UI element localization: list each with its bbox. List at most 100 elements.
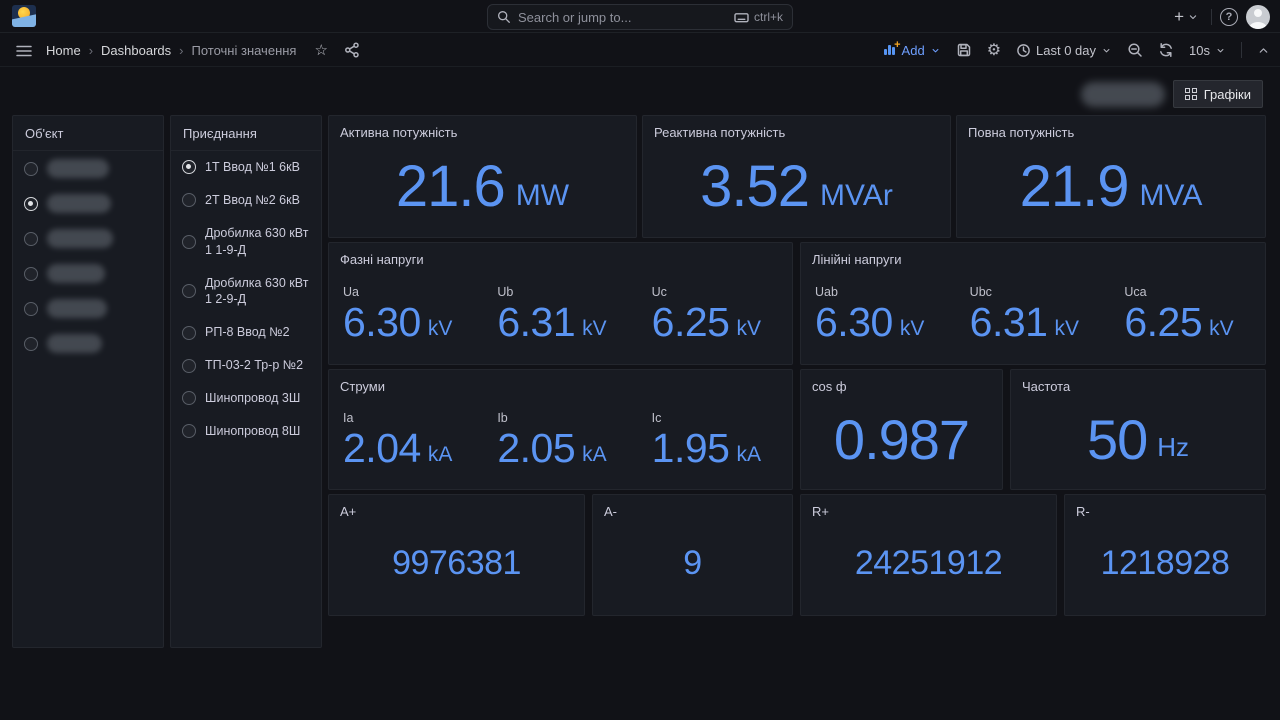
stat-body: 3.52 MVAr xyxy=(643,142,950,231)
breadcrumb-home[interactable]: Home xyxy=(46,43,81,58)
cos-phi-panel: cos ф 0.987 xyxy=(800,369,1003,490)
stat-column: Uca 6.25kV xyxy=(1110,273,1265,358)
add-visualization-icon xyxy=(884,45,897,55)
stat-body: Ua 6.30kV Ub 6.31kV Uc 6.25kV xyxy=(329,273,792,358)
connection-option[interactable]: Шинопровод 8Ш xyxy=(171,415,321,448)
redacted-button[interactable] xyxy=(1081,82,1165,107)
keyboard-icon xyxy=(734,11,749,24)
search-input[interactable] xyxy=(518,10,727,25)
stat-unit: kA xyxy=(736,443,761,467)
stat-body: Ia 2.04kA Ib 2.05kA Ic 1.95kA xyxy=(329,400,792,483)
charts-view-button[interactable]: Графіки xyxy=(1173,80,1263,108)
panel-title: Фазні напруги xyxy=(329,243,792,271)
divider xyxy=(1241,42,1242,58)
zoom-out-time-button[interactable] xyxy=(1127,42,1143,58)
stat-unit: kV xyxy=(900,317,925,341)
connection-option[interactable]: 2Т Ввод №2 6кВ xyxy=(171,184,321,217)
stat-column: Ua 6.30kV xyxy=(329,273,483,358)
connection-option[interactable]: Дробилка 630 кВт 1 2-9-Д xyxy=(171,267,321,317)
object-option-redacted[interactable] xyxy=(13,326,163,361)
charts-button-label: Графіки xyxy=(1204,87,1251,102)
refresh-interval-picker[interactable]: 10s xyxy=(1189,43,1226,58)
stat-value: 6.25 xyxy=(1124,300,1202,345)
radio-icon xyxy=(182,424,196,438)
search-icon xyxy=(497,10,511,24)
stat-unit: kA xyxy=(428,443,453,467)
connection-filter-panel: Приєднання 1Т Ввод №1 6кВ 2Т Ввод №2 6кВ… xyxy=(170,115,322,648)
grafana-dashboard: ctrl+k Home › Dashboards › Поточні значе… xyxy=(0,0,1280,720)
radio-icon xyxy=(182,359,196,373)
object-option-redacted[interactable] xyxy=(13,256,163,291)
stat-column: Ib 2.05kA xyxy=(483,400,637,483)
stat-column: Ia 2.04kA xyxy=(329,400,483,483)
active-power-panel: Активна потужність 21.6 MW xyxy=(328,115,637,238)
object-option-redacted[interactable] xyxy=(13,221,163,256)
stat-column: Ubc 6.31kV xyxy=(956,273,1111,358)
chevron-up-icon xyxy=(1257,44,1270,57)
stat-label: Uca xyxy=(1124,285,1251,299)
panel-title: Реактивна потужність xyxy=(643,116,950,144)
stat-body: 24251912 xyxy=(801,521,1056,605)
radio-icon xyxy=(24,232,38,246)
connection-option[interactable]: Шинопровод 3Ш xyxy=(171,382,321,415)
redacted-label xyxy=(47,264,105,283)
option-label: Шинопровод 8Ш xyxy=(205,423,300,440)
stat-value: 1218928 xyxy=(1101,544,1230,583)
connection-option[interactable]: РП-8 Ввод №2 xyxy=(171,316,321,349)
refresh-icon xyxy=(1158,42,1174,58)
connection-option[interactable]: 1Т Ввод №1 6кВ xyxy=(171,151,321,184)
radio-icon xyxy=(182,235,196,249)
add-panel-button[interactable]: Add xyxy=(884,43,941,58)
object-option-redacted-selected[interactable] xyxy=(13,186,163,221)
user-avatar[interactable] xyxy=(1246,5,1270,29)
stat-column: Ub 6.31kV xyxy=(483,273,637,358)
help-icon[interactable] xyxy=(1220,8,1238,26)
stat-column: Uab 6.30kV xyxy=(801,273,956,358)
energy-a-minus-panel: A- 9 xyxy=(592,494,793,616)
panel-title: Лінійні напруги xyxy=(801,243,1265,271)
logo-hill-shape xyxy=(12,14,36,27)
stat-label: Ic xyxy=(652,411,778,425)
currents-panel: Струми Ia 2.04kA Ib 2.05kA Ic 1.95kA xyxy=(328,369,793,490)
radio-icon xyxy=(182,326,196,340)
connection-option[interactable]: ТП-03-2 Тр-р №2 xyxy=(171,349,321,382)
frequency-panel: Частота 50 Hz xyxy=(1010,369,1266,490)
stat-unit: MVA xyxy=(1140,179,1203,213)
save-dashboard-button[interactable] xyxy=(956,42,972,58)
stat-unit: kV xyxy=(1054,317,1079,341)
refresh-button[interactable] xyxy=(1158,42,1174,58)
save-icon xyxy=(956,42,972,58)
favorite-star-icon[interactable] xyxy=(314,41,327,59)
new-button[interactable] xyxy=(1170,5,1203,28)
search-input-container[interactable]: ctrl+k xyxy=(487,4,793,30)
phase-voltages-panel: Фазні напруги Ua 6.30kV Ub 6.31kV Uc 6.2… xyxy=(328,242,793,365)
option-label: РП-8 Ввод №2 xyxy=(205,324,290,341)
panel-title: R+ xyxy=(801,495,1056,523)
zoom-out-icon xyxy=(1127,42,1143,58)
redacted-label xyxy=(47,159,109,178)
object-option-redacted[interactable] xyxy=(13,151,163,186)
stat-unit: MW xyxy=(516,179,569,213)
dashboard-settings-button[interactable] xyxy=(987,40,1001,60)
nav-bar: Home › Dashboards › Поточні значення Add xyxy=(0,33,1280,67)
radio-icon xyxy=(24,267,38,281)
stat-value: 0.987 xyxy=(834,412,969,468)
radio-icon xyxy=(24,337,38,351)
chevron-down-icon xyxy=(1215,45,1226,56)
collapse-toolbar-button[interactable] xyxy=(1257,44,1270,57)
option-label: ТП-03-2 Тр-р №2 xyxy=(205,357,303,374)
menu-toggle-button[interactable] xyxy=(13,41,35,61)
time-range-picker[interactable]: Last 0 day xyxy=(1016,43,1112,58)
share-icon xyxy=(344,42,360,58)
option-label: Дробилка 630 кВт 1 1-9-Д xyxy=(205,225,310,259)
object-option-redacted[interactable] xyxy=(13,291,163,326)
stat-body: 21.9 MVA xyxy=(957,142,1265,231)
org-logo-icon[interactable] xyxy=(12,5,36,27)
stat-label: Ubc xyxy=(970,285,1097,299)
connection-option[interactable]: Дробилка 630 кВт 1 1-9-Д xyxy=(171,217,321,267)
breadcrumb-dashboards[interactable]: Dashboards xyxy=(101,43,171,58)
stat-body: 21.6 MW xyxy=(329,142,636,231)
stat-value: 2.04 xyxy=(343,426,421,471)
share-button[interactable] xyxy=(344,42,360,58)
refresh-interval-label: 10s xyxy=(1189,43,1210,58)
